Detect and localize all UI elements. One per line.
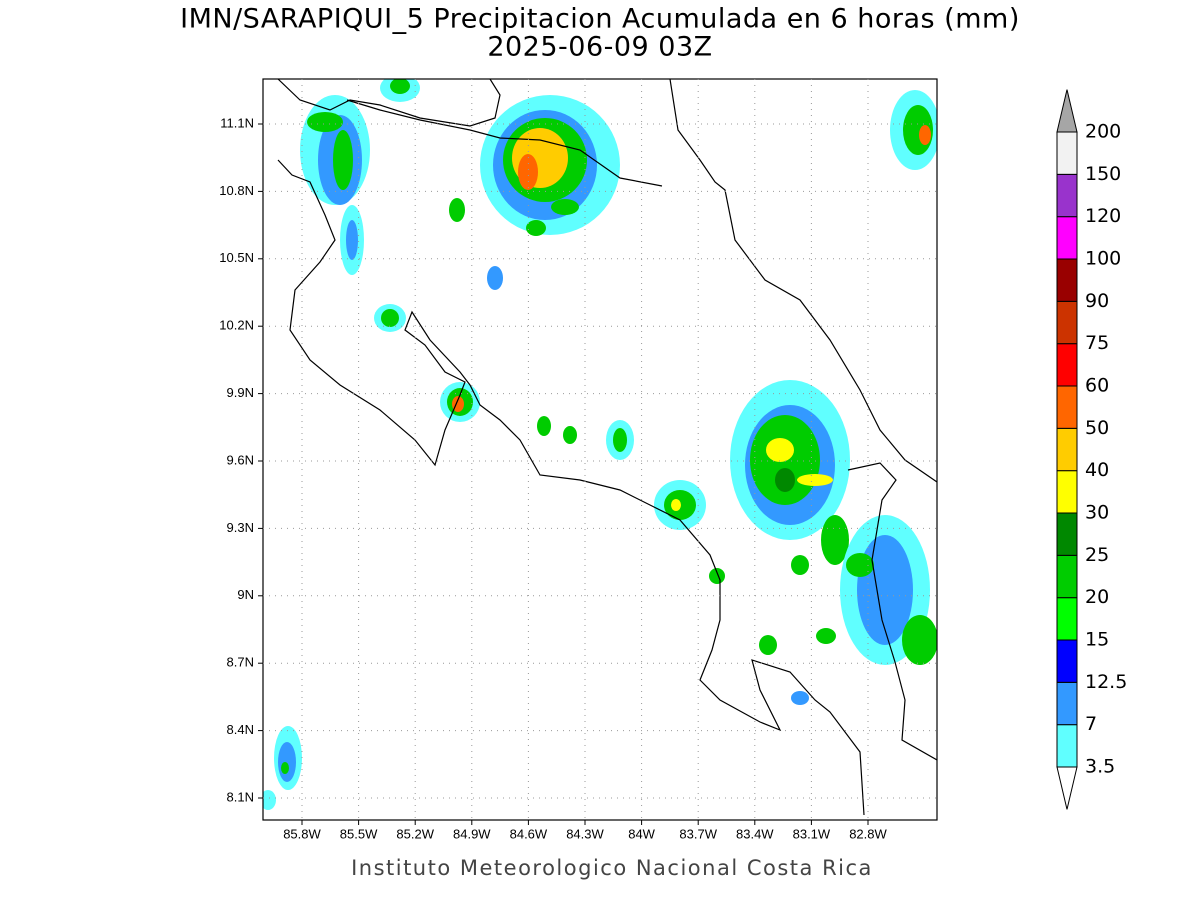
colorbar-label: 20 — [1085, 586, 1109, 608]
lon-label: 84.3W — [566, 826, 604, 841]
colorbar-label: 120 — [1085, 205, 1121, 227]
colorbar-box — [1056, 216, 1078, 260]
lat-label: 10.8N — [219, 183, 254, 198]
lon-label: 82.8W — [849, 826, 887, 841]
colorbar-box — [1056, 597, 1078, 641]
colorbar-label: 150 — [1085, 163, 1121, 185]
colorbar-box — [1056, 724, 1078, 768]
colorbar-label: 60 — [1085, 375, 1109, 397]
lon-label: 85.5W — [340, 826, 378, 841]
lon-label: 83.7W — [679, 826, 717, 841]
graticule: 11.1N 10.8N 10.5N 10.2N 9.9N 9.6N 9.3N 9N 8.7N 8.… — [219, 79, 937, 841]
colorbar-box — [1056, 258, 1078, 302]
colorbar-box — [1056, 131, 1078, 175]
colorbar: 3.5 7 12.5 15 20 25 30 40 50 60 75 90 100 120 150 200 — [1056, 89, 1127, 810]
colorbar-box — [1056, 681, 1078, 726]
lon-label: 83.1W — [793, 826, 831, 841]
lon-label: 85.2W — [396, 826, 434, 841]
colorbar-label: 200 — [1085, 121, 1121, 143]
coastlines — [277, 79, 937, 816]
colorbar-box — [1056, 173, 1078, 218]
precipitation-field — [263, 79, 937, 810]
colorbar-box — [1056, 427, 1078, 472]
lat-label: 8.1N — [227, 789, 254, 804]
colorbar-label: 30 — [1085, 502, 1109, 524]
lon-label: 83.4W — [736, 826, 774, 841]
colorbar-label: 75 — [1085, 332, 1109, 354]
lon-label: 85.8W — [283, 826, 321, 841]
lat-label: 10.2N — [219, 318, 254, 333]
lat-label: 10.5N — [219, 250, 254, 265]
footer: Instituto Meteorologico Nacional Costa R… — [351, 856, 873, 880]
colorbar-label: 50 — [1085, 417, 1109, 439]
lat-label: 9.6N — [227, 452, 254, 467]
lat-label: 8.7N — [227, 655, 254, 670]
colorbar-label: 40 — [1085, 459, 1109, 481]
colorbar-label: 100 — [1085, 248, 1121, 270]
lat-label: 9.3N — [227, 520, 254, 535]
lat-label: 8.4N — [227, 722, 254, 737]
title: IMN/SARAPIQUI_5 Precipitacion Acumulada … — [180, 4, 1020, 35]
lon-label: 84W — [628, 826, 655, 841]
colorbar-label: 15 — [1085, 629, 1109, 651]
colorbar-box — [1056, 512, 1078, 556]
colorbar-box — [1056, 300, 1078, 345]
lat-label: 9.9N — [227, 385, 254, 400]
colorbar-label: 3.5 — [1085, 756, 1115, 778]
colorbar-box — [1056, 554, 1078, 599]
colorbar-below — [1056, 766, 1078, 810]
colorbar-above — [1056, 89, 1078, 133]
colorbar-box — [1056, 639, 1078, 683]
colorbar-box — [1056, 470, 1078, 514]
lat-label: 9N — [237, 587, 254, 602]
lon-label: 84.9W — [453, 826, 491, 841]
colorbar-label: 12.5 — [1085, 671, 1127, 693]
colorbar-label: 7 — [1085, 713, 1097, 735]
map-frame — [262, 78, 938, 821]
colorbar-box — [1056, 385, 1078, 429]
colorbar-label: 90 — [1085, 290, 1109, 312]
colorbar-label: 25 — [1085, 544, 1109, 566]
subtitle: 2025-06-09 03Z — [487, 32, 712, 63]
lon-label: 84.6W — [510, 826, 548, 841]
colorbar-box — [1056, 343, 1078, 387]
lat-label: 11.1N — [220, 115, 254, 130]
